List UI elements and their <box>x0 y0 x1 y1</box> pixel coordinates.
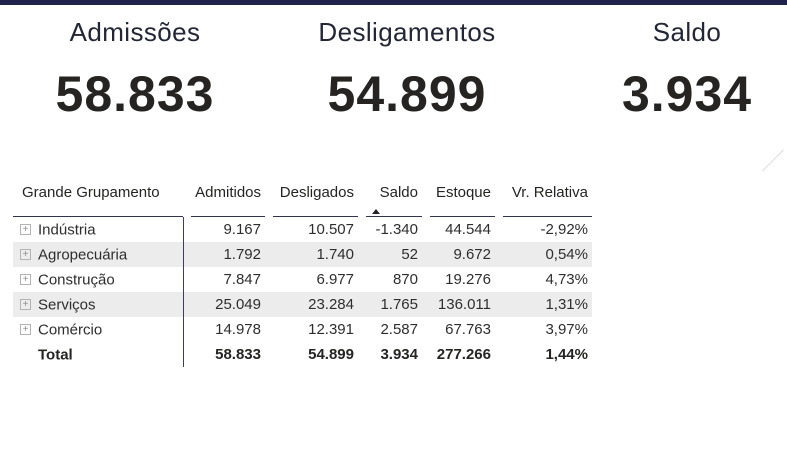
cell-admitidos: 25.049 <box>215 296 261 313</box>
kpi-title: Admissões <box>69 17 201 47</box>
table-row[interactable]: Comércio 14.978 12.391 2.587 67.763 3,97% <box>13 317 592 342</box>
column-header-vr-relativa[interactable]: Vr. Relativa <box>495 178 592 217</box>
cell-desligados: 1.740 <box>316 246 354 263</box>
column-header-estoque[interactable]: Estoque <box>422 178 495 217</box>
row-header-cell: Agropecuária <box>13 242 184 267</box>
cell-desligados: 12.391 <box>308 321 354 338</box>
table-row[interactable]: Construção 7.847 6.977 870 19.276 4,73% <box>13 267 592 292</box>
cell-estoque: 67.763 <box>445 321 491 338</box>
cell-vr-relativa: 1,44% <box>495 342 592 367</box>
table-body: Indústria 9.167 10.507 -1.340 44.544 -2,92% Ag… <box>13 217 592 367</box>
cell-admitidos: 9.167 <box>223 221 261 238</box>
row-header-cell: Comércio <box>13 317 184 342</box>
cell-admitidos: 58.833 <box>183 342 265 367</box>
cell-desligados: 6.977 <box>316 271 354 288</box>
cell-estoque: 9.672 <box>453 246 491 263</box>
row-header-cell: Total <box>13 342 184 367</box>
table-total-row[interactable]: Total 58.833 54.899 3.934 277.266 1,44% <box>13 342 592 367</box>
expand-icon[interactable] <box>20 224 31 236</box>
table-row[interactable]: Serviços 25.049 23.284 1.765 136.011 1,31% <box>13 292 592 317</box>
cell-vr-relativa: 0,54% <box>545 246 588 263</box>
cell-desligados: 10.507 <box>308 221 354 238</box>
cell-saldo: 52 <box>401 246 418 263</box>
kpi-title: Desligamentos <box>318 17 496 47</box>
cell-desligados: 23.284 <box>308 296 354 313</box>
kpi-card-admissoes: Admissões 58.833 <box>25 10 245 120</box>
table-row[interactable]: Indústria 9.167 10.507 -1.340 44.544 -2,92% <box>13 217 592 242</box>
row-header-cell: Indústria <box>13 217 184 242</box>
cell-vr-relativa: 3,97% <box>545 321 588 338</box>
cell-admitidos: 7.847 <box>223 271 261 288</box>
kpi-title: Saldo <box>652 17 722 47</box>
kpi-card-saldo: Saldo 3.934 <box>577 10 787 120</box>
cell-estoque: 136.011 <box>437 296 491 313</box>
table-header-row: Grande Grupamento Admitidos Desligados S… <box>13 178 592 217</box>
expand-icon[interactable] <box>20 274 31 286</box>
kpi-value: 58.833 <box>55 66 215 122</box>
expand-icon[interactable] <box>20 324 31 336</box>
row-label: Comércio <box>38 321 103 339</box>
cell-saldo: 870 <box>392 271 418 288</box>
cell-estoque: 277.266 <box>422 342 495 367</box>
cell-saldo: -1.340 <box>375 221 418 238</box>
resize-handle-icon[interactable] <box>762 149 784 172</box>
expand-icon[interactable] <box>20 299 31 311</box>
cell-admitidos: 1.792 <box>223 246 261 263</box>
cell-estoque: 44.544 <box>445 221 491 238</box>
row-label: Serviços <box>38 296 96 314</box>
sort-ascending-icon <box>372 209 380 214</box>
column-header-admitidos[interactable]: Admitidos <box>183 178 265 217</box>
kpi-value: 54.899 <box>327 66 487 122</box>
row-header-cell: Serviços <box>13 292 184 317</box>
cell-vr-relativa: -2,92% <box>540 221 588 238</box>
kpi-card-desligamentos: Desligamentos 54.899 <box>295 10 519 120</box>
row-header-cell: Construção <box>13 267 184 292</box>
cell-desligados: 54.899 <box>265 342 358 367</box>
cell-saldo: 1.765 <box>380 296 418 313</box>
kpi-value: 3.934 <box>621 66 753 122</box>
cell-saldo: 3.934 <box>358 342 422 367</box>
cell-vr-relativa: 4,73% <box>545 271 588 288</box>
row-label: Total <box>38 346 73 364</box>
matrix-table: Grande Grupamento Admitidos Desligados S… <box>13 178 592 367</box>
expand-icon[interactable] <box>20 249 31 261</box>
cell-vr-relativa: 1,31% <box>545 296 588 313</box>
table-row[interactable]: Agropecuária 1.792 1.740 52 9.672 0,54% <box>13 242 592 267</box>
cell-saldo: 2.587 <box>380 321 418 338</box>
column-header-desligados[interactable]: Desligados <box>265 178 358 217</box>
row-label: Construção <box>38 271 115 289</box>
column-header-grande-grupamento[interactable]: Grande Grupamento <box>13 178 183 217</box>
top-accent-bar <box>0 0 787 5</box>
cell-estoque: 19.276 <box>445 271 491 288</box>
column-header-saldo[interactable]: Saldo <box>358 178 422 217</box>
row-label: Agropecuária <box>38 246 128 264</box>
cell-admitidos: 14.978 <box>215 321 261 338</box>
row-label: Indústria <box>38 221 96 239</box>
